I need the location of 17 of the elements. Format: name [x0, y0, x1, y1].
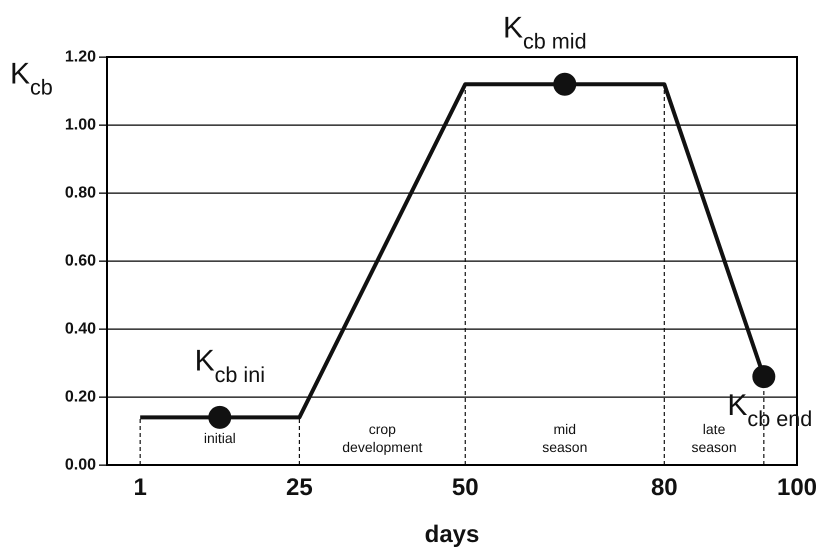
x-tick-label: 50: [452, 474, 479, 502]
annotation: initial: [204, 430, 236, 446]
annotation: crop development: [342, 420, 423, 455]
y-tick-label: 0.20: [64, 388, 96, 406]
annotation: mid season: [542, 420, 588, 455]
x-axis-title: days: [424, 521, 480, 548]
y-tick-label: 0.00: [64, 456, 96, 474]
x-tick-label: 80: [650, 474, 678, 502]
y-tick-label: 0.60: [64, 252, 96, 270]
x-tick-label: 1: [133, 474, 147, 502]
x-tick-label: 25: [286, 474, 313, 502]
y-tick-label: 0.40: [64, 320, 96, 338]
x-tick-label: 100: [776, 474, 818, 502]
y-tick-label: 0.80: [64, 184, 96, 202]
y-tick-label: 1.00: [64, 116, 96, 134]
y-tick-label: 1.20: [64, 48, 96, 66]
annotation: late season: [691, 420, 737, 455]
